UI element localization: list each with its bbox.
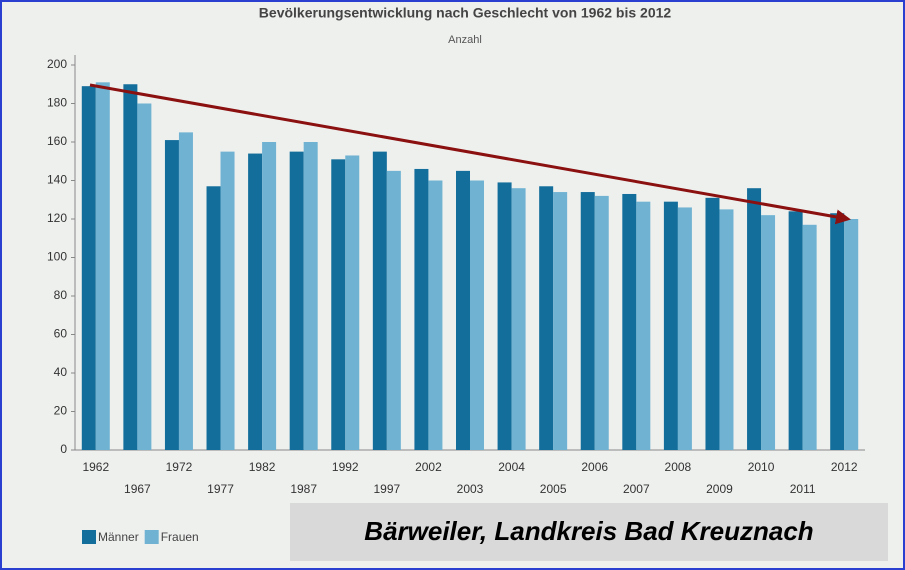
bar [511, 188, 526, 450]
bar [262, 142, 277, 450]
bar [553, 192, 568, 451]
bar [248, 153, 263, 451]
legend-swatch [144, 530, 159, 544]
x-tick-label: 1997 [373, 482, 400, 496]
x-tick-label: 2010 [748, 460, 775, 474]
x-tick-label: 2003 [457, 482, 484, 496]
y-tick-label: 20 [54, 404, 68, 418]
bar [788, 211, 803, 450]
bar [95, 82, 110, 450]
y-tick-label: 0 [60, 442, 67, 456]
bar [178, 132, 193, 450]
annotation-box [290, 503, 888, 561]
legend-label: Frauen [161, 530, 199, 544]
bar [164, 140, 179, 450]
y-tick-label: 80 [54, 288, 68, 302]
bar [428, 180, 443, 450]
x-tick-label: 2009 [706, 482, 733, 496]
x-tick-label: 2002 [415, 460, 442, 474]
bar [206, 186, 221, 450]
x-tick-label: 2004 [498, 460, 525, 474]
bar [81, 86, 96, 451]
y-tick-label: 200 [47, 57, 67, 71]
x-tick-label: 2005 [540, 482, 567, 496]
bar [497, 182, 512, 451]
bar [663, 201, 678, 450]
bar [137, 103, 152, 450]
y-tick-label: 140 [47, 173, 67, 187]
bar [372, 151, 387, 450]
bar [470, 180, 484, 450]
y-tick-label: 180 [47, 96, 67, 110]
y-tick-label: 100 [47, 250, 67, 264]
bar [747, 188, 762, 450]
bar [220, 151, 235, 450]
bar [761, 215, 776, 450]
bar [594, 195, 609, 450]
bar [345, 155, 360, 450]
x-tick-label: 1967 [124, 482, 151, 496]
bar [802, 224, 817, 450]
bar [677, 207, 692, 450]
bar [456, 170, 470, 450]
x-tick-label: 1982 [249, 460, 276, 474]
y-tick-label: 40 [54, 365, 68, 379]
bar [719, 209, 734, 450]
bar [289, 151, 304, 450]
x-tick-label: 1972 [166, 460, 193, 474]
bar [705, 197, 720, 450]
x-tick-label: 1962 [82, 460, 109, 474]
x-tick-label: 1992 [332, 460, 359, 474]
x-tick-label: 2012 [831, 460, 858, 474]
bar [830, 213, 845, 450]
x-tick-label: 2011 [790, 482, 816, 496]
y-tick-label: 60 [54, 327, 68, 341]
bar [386, 170, 401, 450]
x-tick-label: 2007 [623, 482, 650, 496]
x-tick-label: 1977 [207, 482, 234, 496]
x-tick-label: 1987 [290, 482, 317, 496]
bar [303, 142, 318, 450]
bar [414, 168, 429, 450]
bar [539, 186, 554, 450]
y-tick-label: 160 [47, 134, 67, 148]
bar [622, 193, 637, 450]
bar [844, 219, 859, 450]
bar [331, 159, 346, 450]
trend-arrow [89, 83, 851, 225]
y-tick-label: 120 [47, 211, 67, 225]
legend-swatch [82, 530, 96, 544]
chart-title: Bevölkerungsentwicklung nach Geschlecht … [259, 5, 672, 21]
x-tick-label: 2008 [665, 460, 692, 474]
legend-label: Männer [98, 530, 139, 544]
annotation: Bärweiler, Landkreis Bad Kreuznach [364, 516, 813, 546]
x-tick-label: 2006 [581, 460, 608, 474]
bar [636, 201, 651, 450]
chart-subtitle: Anzahl [448, 34, 482, 46]
bar [123, 84, 138, 450]
bar [580, 192, 595, 451]
